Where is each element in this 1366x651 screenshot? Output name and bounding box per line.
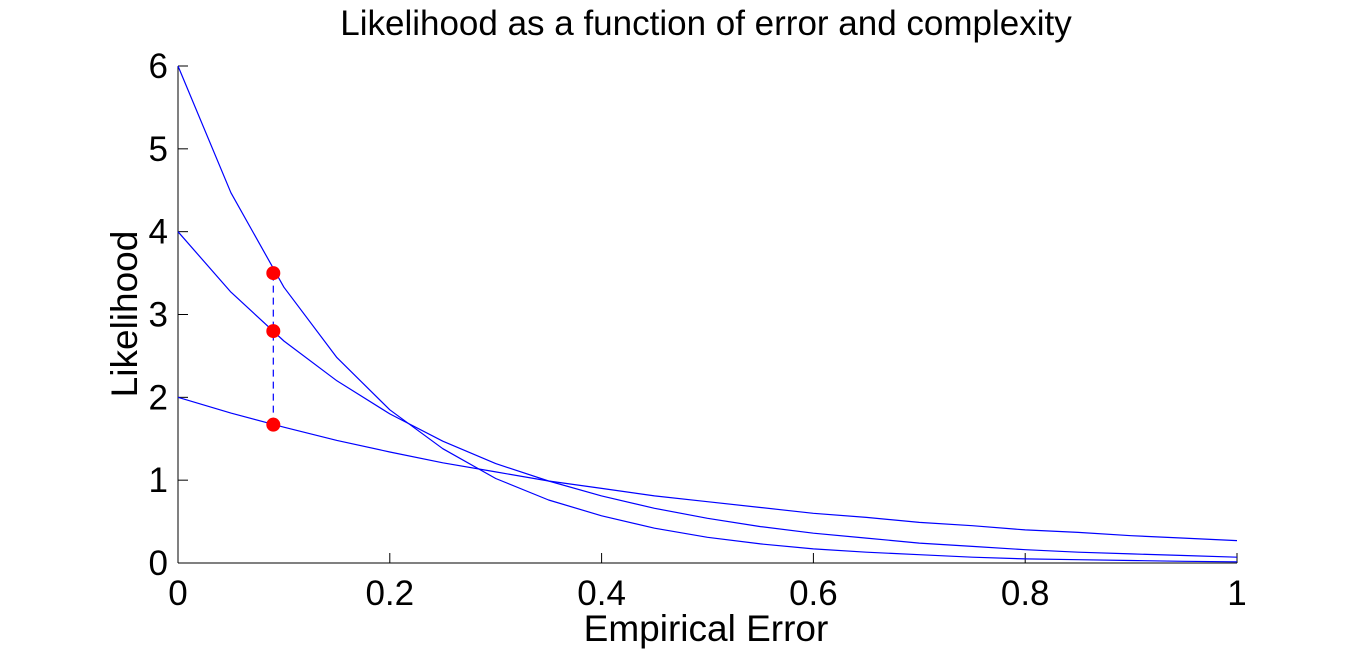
y-axis-label: Likelihood	[104, 231, 145, 398]
y-tick-label: 3	[149, 296, 168, 335]
y-tick-label: 4	[149, 213, 168, 252]
y-tick-label: 0	[149, 544, 168, 583]
y-tick-label: 1	[149, 461, 168, 500]
x-tick-label: 0.4	[577, 574, 626, 613]
series-line-1	[177, 65, 1238, 563]
data-point-marker	[266, 417, 281, 432]
plot-area: 0 0.2 0.4 0.6 0.8 1 0 1 2 3 4 5 6	[149, 47, 1247, 613]
x-axis-label: Empirical Error	[584, 608, 829, 649]
y-tick-label: 5	[149, 130, 168, 169]
data-point-marker	[266, 266, 281, 281]
x-tick-label: 1	[1227, 574, 1246, 613]
x-tick-label: 0.8	[1001, 574, 1050, 613]
x-tick-label: 0	[168, 574, 187, 613]
y-tick-label: 6	[149, 47, 168, 86]
x-tick-label: 0.6	[789, 574, 838, 613]
series-line-3	[177, 396, 1238, 542]
data-point-marker	[266, 324, 281, 339]
y-tick-label: 2	[149, 378, 168, 417]
series-line-2	[177, 231, 1238, 558]
x-tick-label: 0.2	[365, 574, 414, 613]
chart-title: Likelihood as a function of error and co…	[340, 4, 1072, 43]
